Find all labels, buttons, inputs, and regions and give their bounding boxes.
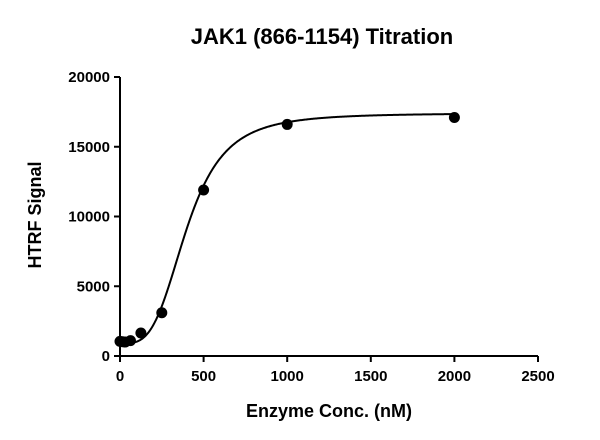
y-axis-title: HTRF Signal: [25, 162, 45, 269]
x-tick-label: 2500: [521, 368, 554, 385]
data-point: [198, 184, 210, 196]
x-tick-label: 2000: [438, 368, 471, 385]
y-tick-label: 10000: [68, 209, 110, 226]
data-point: [124, 335, 136, 347]
x-axis-title: Enzyme Conc. (nM): [246, 401, 412, 421]
y-tick-label: 5000: [77, 278, 110, 295]
plot-area: [114, 111, 460, 348]
data-point: [135, 327, 147, 339]
x-tick-label: 1500: [354, 368, 387, 385]
fit-curve: [120, 113, 455, 345]
y-tick-label: 20000: [68, 69, 110, 86]
x-tick-label: 1000: [271, 368, 304, 385]
x-tick-label: 500: [191, 368, 216, 385]
x-axis: 0 500 1000 1500 2000 2500: [116, 355, 555, 385]
y-tick-label: 0: [102, 348, 110, 365]
data-point: [448, 111, 460, 123]
x-tick-label: 0: [116, 368, 124, 385]
y-axis: 0 5000 10000 15000 20000: [68, 69, 121, 365]
y-tick-label: 15000: [68, 139, 110, 156]
data-point: [156, 307, 168, 319]
data-point: [281, 118, 293, 130]
chart-title: JAK1 (866-1154) Titration: [191, 24, 453, 49]
